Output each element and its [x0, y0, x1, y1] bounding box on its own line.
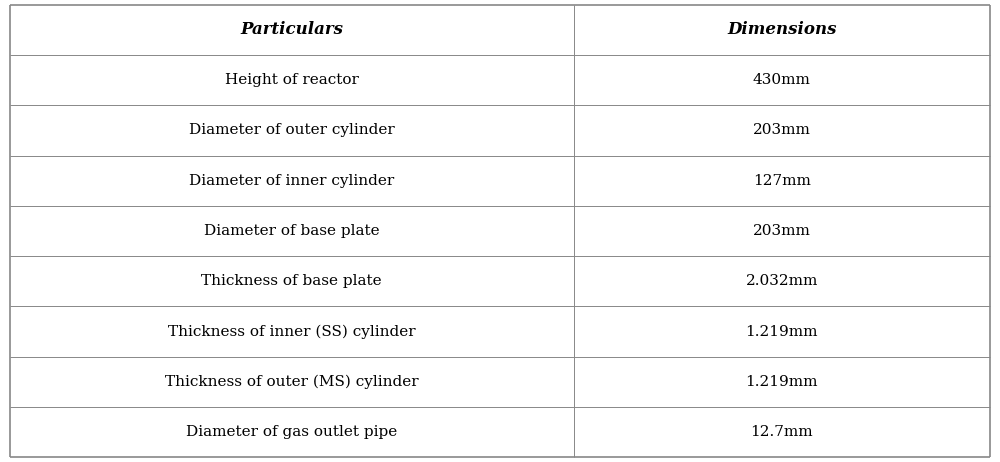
- Text: Diameter of inner cylinder: Diameter of inner cylinder: [189, 174, 394, 188]
- Text: Diameter of outer cylinder: Diameter of outer cylinder: [189, 123, 395, 137]
- Text: 203mm: 203mm: [753, 123, 811, 137]
- Text: 2.032mm: 2.032mm: [746, 274, 818, 288]
- Text: Thickness of outer (MS) cylinder: Thickness of outer (MS) cylinder: [165, 375, 419, 389]
- Text: 1.219mm: 1.219mm: [746, 375, 818, 389]
- Text: Thickness of base plate: Thickness of base plate: [201, 274, 382, 288]
- Text: Diameter of base plate: Diameter of base plate: [204, 224, 380, 238]
- Text: Particulars: Particulars: [240, 21, 343, 38]
- Text: 430mm: 430mm: [753, 73, 811, 87]
- Text: Height of reactor: Height of reactor: [225, 73, 359, 87]
- Text: 12.7mm: 12.7mm: [750, 425, 813, 439]
- Text: Dimensions: Dimensions: [727, 21, 836, 38]
- Text: Thickness of inner (SS) cylinder: Thickness of inner (SS) cylinder: [168, 324, 416, 339]
- Text: 127mm: 127mm: [753, 174, 811, 188]
- Text: Diameter of gas outlet pipe: Diameter of gas outlet pipe: [186, 425, 397, 439]
- Text: 1.219mm: 1.219mm: [746, 325, 818, 339]
- Text: 203mm: 203mm: [753, 224, 811, 238]
